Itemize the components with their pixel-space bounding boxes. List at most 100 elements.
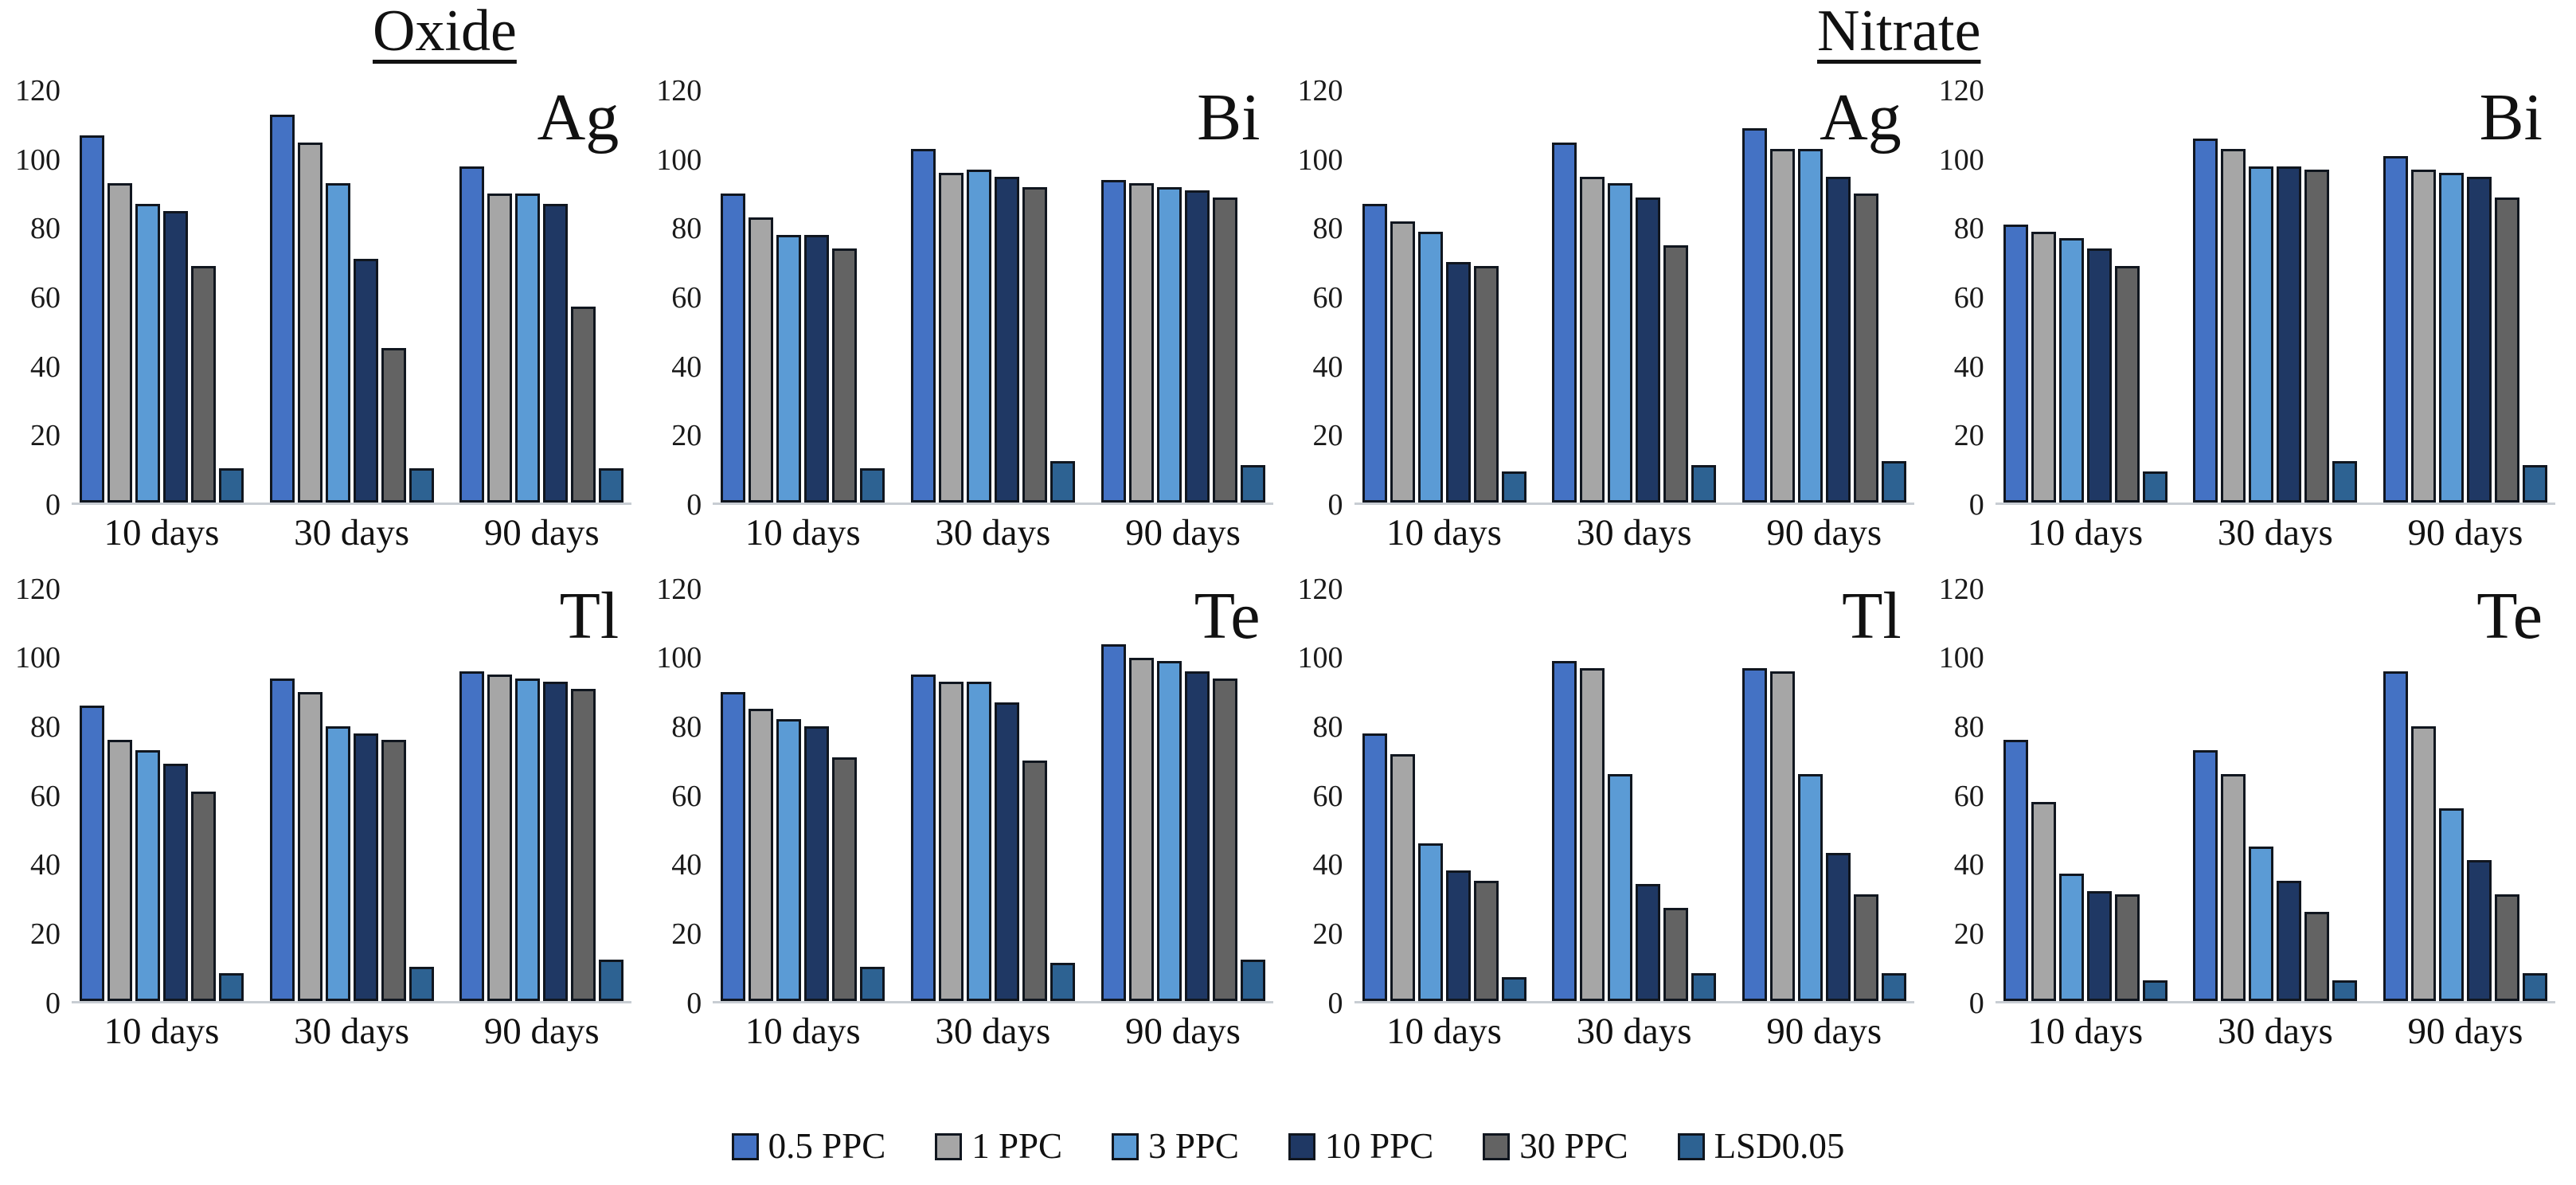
legend-label: 0.5 PPC [768, 1126, 886, 1166]
x-category-label: 30 days [2217, 1010, 2333, 1052]
bar-0-5-ppc [2193, 139, 2218, 503]
bar-1-ppc [1390, 753, 1415, 1001]
y-tick-label: 80 [30, 710, 61, 745]
bar-0-5-ppc [269, 678, 295, 1001]
y-tick-label: 20 [30, 917, 61, 952]
bar-3-ppc [1156, 661, 1182, 1001]
bar-0-5-ppc [80, 706, 104, 1001]
y-tick-label: 20 [1953, 917, 1984, 952]
x-category-label: 10 days [745, 512, 861, 553]
y-tick-label: 120 [656, 74, 702, 108]
bar-1-ppc [1769, 671, 1795, 1001]
legend-item-10-ppc: 10 PPC [1288, 1128, 1433, 1164]
bar-1-ppc [2221, 774, 2246, 1001]
bar-10-ppc [2277, 166, 2302, 503]
bar-group-10-days [721, 91, 885, 503]
y-tick-label: 60 [1953, 779, 1984, 813]
bar-lsd0-05 [1501, 471, 1526, 503]
bar-group-90-days [1100, 589, 1265, 1001]
x-category-label: 90 days [2407, 1010, 2523, 1052]
bar-10-ppc [543, 204, 569, 503]
bar-group-30-days [269, 589, 434, 1001]
bar-lsd0-05 [860, 966, 885, 1001]
x-axis-labels: 10 days 30 days 90 days [713, 512, 1272, 554]
bar-3-ppc [515, 194, 541, 503]
y-tick-label: 80 [671, 212, 702, 246]
bar-10-ppc [163, 210, 188, 503]
element-label: Te [2476, 578, 2543, 653]
bar-group-90-days [1100, 91, 1265, 503]
bar-30-ppc [2114, 265, 2140, 503]
bar-30-ppc [191, 265, 216, 503]
y-tick-label: 0 [1327, 986, 1343, 1020]
bar-lsd0-05 [219, 973, 244, 1001]
bar-10-ppc [2467, 176, 2492, 503]
bar-0-5-ppc [2193, 750, 2218, 1001]
bar-30-ppc [2495, 197, 2519, 503]
bar-lsd0-05 [599, 960, 624, 1001]
x-category-label: 30 days [294, 1010, 410, 1052]
y-tick-label: 40 [1312, 848, 1343, 882]
bar-0-5-ppc [2003, 225, 2028, 503]
bar-30-ppc [1663, 908, 1689, 1001]
y-tick-label: 120 [1938, 74, 1984, 108]
x-axis-labels: 10 days 30 days 90 days [1354, 1011, 1914, 1053]
y-tick-label: 0 [1968, 488, 1984, 522]
bar-30-ppc [832, 757, 858, 1001]
bar-30-ppc [1473, 880, 1499, 1001]
legend-swatch-1-ppc [935, 1132, 963, 1160]
bar-30-ppc [1853, 894, 1878, 1001]
bar-chart-nitrate-tl: 0 20 40 60 80 100 120 Tl 10 days 30 days 90 days [1294, 574, 1914, 1053]
bar-chart-oxide-bi: 0 20 40 60 80 100 120 Bi 10 days 30 days 90 days [652, 76, 1273, 554]
bar-10-ppc [353, 733, 378, 1001]
bar-10-ppc [1445, 262, 1471, 503]
y-tick-label: 100 [656, 641, 702, 675]
legend-item-1-ppc: 1 PPC [935, 1128, 1062, 1164]
x-category-label: 10 days [2027, 512, 2144, 553]
charts-grid: 0 20 40 60 80 100 120 Ag 10 days 30 days 90 days 0 2… [0, 76, 2576, 1053]
bar-3-ppc [325, 183, 350, 503]
y-tick-label: 120 [1297, 74, 1343, 108]
legend-label: 30 PPC [1519, 1126, 1628, 1166]
y-axis: 0 20 40 60 80 100 120 [652, 574, 713, 1019]
x-axis-labels: 10 days 30 days 90 days [72, 512, 631, 554]
bar-0-5-ppc [721, 194, 746, 503]
bar-1-ppc [297, 142, 322, 503]
y-tick-label: 120 [656, 572, 702, 606]
bar-0-5-ppc [721, 691, 746, 1001]
y-axis: 0 20 40 60 80 100 120 [11, 574, 72, 1019]
bar-lsd0-05 [2523, 464, 2547, 503]
legend: 0.5 PPC 1 PPC 3 PPC 10 PPC 30 PPC LSD0.05 [0, 1128, 2576, 1164]
y-tick-label: 40 [671, 350, 702, 384]
bar-30-ppc [571, 688, 596, 1001]
y-axis: 0 20 40 60 80 100 120 [1935, 574, 1996, 1019]
bar-chart-oxide-ag: 0 20 40 60 80 100 120 Ag 10 days 30 days 90 days [11, 76, 632, 554]
bar-3-ppc [2439, 173, 2464, 503]
bar-lsd0-05 [1501, 976, 1526, 1001]
bar-1-ppc [2411, 726, 2436, 1001]
bar-group-10-days [1362, 91, 1526, 503]
bar-30-ppc [1022, 186, 1047, 503]
x-category-label: 90 days [2407, 512, 2523, 553]
bar-0-5-ppc [269, 115, 295, 503]
bar-3-ppc [966, 682, 991, 1001]
plot-area: Bi [713, 84, 1273, 505]
bar-0-5-ppc [80, 135, 104, 503]
bar-0-5-ppc [1741, 128, 1767, 503]
bar-group-10-days [2003, 589, 2168, 1001]
y-tick-label: 60 [671, 779, 702, 813]
legend-label: 10 PPC [1324, 1126, 1434, 1166]
y-tick-label: 40 [671, 848, 702, 882]
legend-swatch-30-ppc [1483, 1132, 1511, 1160]
x-axis-labels: 10 days 30 days 90 days [713, 1011, 1272, 1053]
group-title-nitrate: Nitrate [1817, 0, 1981, 64]
bar-chart-oxide-te: 0 20 40 60 80 100 120 Te 10 days 30 days 90 days [652, 574, 1273, 1053]
bar-1-ppc [1580, 176, 1605, 503]
y-tick-label: 40 [30, 848, 61, 882]
bar-3-ppc [515, 678, 541, 1001]
bar-0-5-ppc [1100, 180, 1126, 503]
y-tick-label: 100 [1938, 143, 1984, 177]
bar-lsd0-05 [219, 467, 244, 503]
element-label: Ag [537, 80, 620, 154]
bar-3-ppc [1156, 186, 1182, 503]
